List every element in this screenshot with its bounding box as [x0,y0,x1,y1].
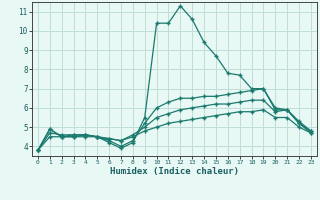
X-axis label: Humidex (Indice chaleur): Humidex (Indice chaleur) [110,167,239,176]
